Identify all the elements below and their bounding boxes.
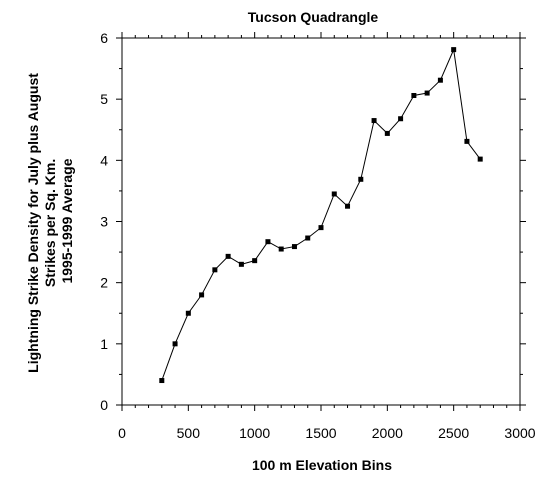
data-point <box>185 310 191 316</box>
data-point <box>199 292 205 298</box>
svg-text:Lightning Strike Density for J: Lightning Strike Density for July plus A… <box>25 69 75 373</box>
data-point <box>358 176 364 182</box>
y-axis-label-line-3: 1995-1999 Average <box>59 158 75 283</box>
data-point <box>371 118 377 124</box>
x-tick-label: 1000 <box>239 425 270 441</box>
data-point <box>331 191 337 197</box>
y-tick-label: 6 <box>100 30 108 46</box>
data-point <box>437 77 443 83</box>
x-tick-label: 1500 <box>305 425 336 441</box>
data-point <box>159 378 165 384</box>
x-tick-label: 3000 <box>504 425 535 441</box>
y-axis-label-line-2: Strikes per Sq. Km. <box>42 159 58 287</box>
y-tick-label: 3 <box>100 214 108 230</box>
data-point <box>225 253 231 259</box>
data-point <box>411 92 417 98</box>
axes: 0 500 1000 1500 2000 2500 3000 0 1 2 3 4 5 6 <box>100 30 536 441</box>
x-tick-label: 500 <box>177 425 201 441</box>
series-layer <box>159 47 483 384</box>
x-axis-label: 100 m Elevation Bins <box>252 457 392 473</box>
data-point <box>464 138 470 144</box>
y-axis-label-line-1: Lightning Strike Density for July plus A… <box>25 73 41 373</box>
y-tick-label: 2 <box>100 275 108 291</box>
data-point <box>451 47 457 53</box>
data-point <box>305 235 311 241</box>
data-point <box>265 239 271 245</box>
series-line <box>161 47 481 381</box>
chart-title: Tucson Quadrangle <box>248 9 379 25</box>
y-tick-label: 1 <box>100 336 108 352</box>
data-point <box>291 244 297 250</box>
y-tick-label: 5 <box>100 91 108 107</box>
data-point <box>212 267 218 273</box>
data-point <box>345 203 351 209</box>
x-tick-label: 2000 <box>372 425 403 441</box>
data-point <box>424 90 430 96</box>
data-point <box>318 225 324 231</box>
y-tick-label: 0 <box>100 397 108 413</box>
x-tick-label: 2500 <box>438 425 469 441</box>
data-point <box>398 116 404 122</box>
data-point <box>278 246 284 252</box>
y-tick-label: 4 <box>100 152 108 168</box>
x-tick-label: 0 <box>118 425 126 441</box>
data-point <box>252 258 258 264</box>
data-point <box>172 341 178 347</box>
data-point <box>238 261 244 267</box>
data-point <box>384 130 390 136</box>
y-axis-label: Lightning Strike Density for July plus A… <box>25 69 75 373</box>
data-point <box>477 156 483 162</box>
